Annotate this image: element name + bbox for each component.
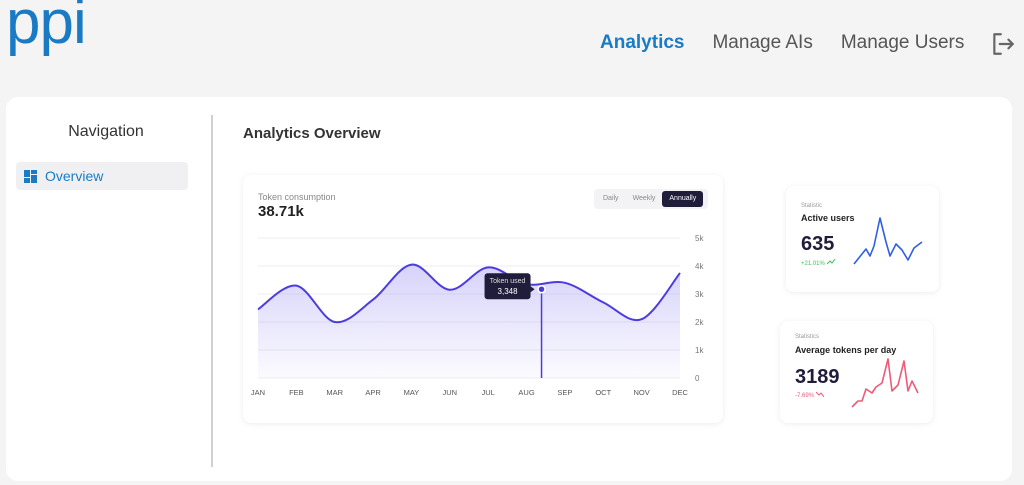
active-users-card: Statistic Active users 635 +21.01% — [786, 186, 939, 292]
stat-title: Active users — [801, 213, 855, 223]
range-toggle: Daily Weekly Annually — [594, 189, 708, 209]
token-series-line — [257, 263, 681, 324]
x-tick-label: JAN — [251, 388, 265, 397]
logout-icon[interactable] — [990, 31, 1016, 57]
sidebar-divider — [211, 115, 213, 467]
nav-analytics[interactable]: Analytics — [600, 32, 685, 53]
top-navigation: Analytics Manage AIs Manage Users — [600, 32, 992, 54]
y-tick-label: 1k — [695, 346, 704, 355]
average-tokens-card: Statistics Average tokens per day 3189 -… — [780, 321, 933, 423]
active-users-sparkline — [853, 217, 923, 265]
x-tick-label: NOV — [634, 388, 650, 397]
x-tick-label: JUN — [443, 388, 458, 397]
stat-change: -7.69% — [795, 391, 825, 399]
y-tick-label: 3k — [695, 290, 704, 299]
stat-title: Average tokens per day — [795, 345, 897, 355]
tooltip-arrow — [530, 286, 535, 293]
app-logo[interactable]: ppi — [6, 0, 87, 57]
stat-value: 3189 — [795, 366, 840, 388]
page-title: Analytics Overview — [243, 125, 381, 142]
token-consumption-total: 38.71k — [258, 203, 304, 220]
sidebar: Navigation Overview — [6, 97, 212, 481]
stat-label: Statistics — [795, 334, 820, 340]
stat-change: +21.01% — [801, 258, 835, 267]
stat-value: 635 — [801, 233, 835, 255]
stat-change-value: +21.01% — [801, 261, 825, 267]
token-consumption-card: Token consumption 38.71k Daily Weekly An… — [243, 175, 723, 423]
nav-manage-users[interactable]: Manage Users — [840, 32, 965, 53]
x-tick-label: OCT — [595, 388, 611, 397]
y-tick-label: 4k — [695, 262, 704, 271]
stat-change-value: -7.69% — [795, 393, 815, 399]
dashboard-grid-icon — [24, 169, 37, 183]
x-tick-label: AUG — [518, 388, 534, 397]
y-tick-label: 5k — [695, 234, 704, 243]
x-tick-label: FEB — [289, 388, 304, 397]
highlight-point[interactable] — [537, 284, 546, 294]
x-tick-label: MAR — [326, 388, 343, 397]
y-tick-label: 2k — [695, 318, 704, 327]
trend-up-icon — [826, 258, 835, 265]
x-tick-label: SEP — [557, 388, 572, 397]
tooltip-title: Token used — [490, 278, 526, 285]
range-annually-button[interactable]: Annually — [662, 191, 704, 207]
nav-manage-ais[interactable]: Manage AIs — [712, 32, 813, 53]
average-tokens-sparkline — [851, 358, 919, 408]
x-tick-label: APR — [365, 388, 381, 397]
range-weekly-button[interactable]: Weekly — [632, 195, 656, 202]
token-area-fill — [258, 264, 680, 378]
tooltip — [484, 273, 531, 300]
sidebar-item-overview[interactable]: Overview — [16, 162, 188, 190]
main-panel: Navigation Overview Analytics Overview T… — [6, 97, 1012, 481]
token-consumption-chart[interactable]: 0 1k 2k 3k 4k 5k JAN FEB MAR APR MAY JUN JUL AUG SEP OC… — [243, 175, 723, 423]
range-daily-button[interactable]: Daily — [603, 195, 619, 202]
x-tick-label: DEC — [672, 388, 688, 397]
sidebar-title: Navigation — [68, 123, 144, 140]
token-consumption-label: Token consumption — [258, 192, 336, 202]
sidebar-item-label: Overview — [45, 168, 104, 184]
y-tick-label: 0 — [695, 374, 700, 383]
x-tick-label: MAY — [404, 388, 420, 397]
x-tick-label: JUL — [482, 388, 495, 397]
tooltip-value: 3,348 — [498, 287, 519, 296]
stat-label: Statistic — [801, 203, 823, 209]
trend-down-icon — [815, 391, 825, 398]
